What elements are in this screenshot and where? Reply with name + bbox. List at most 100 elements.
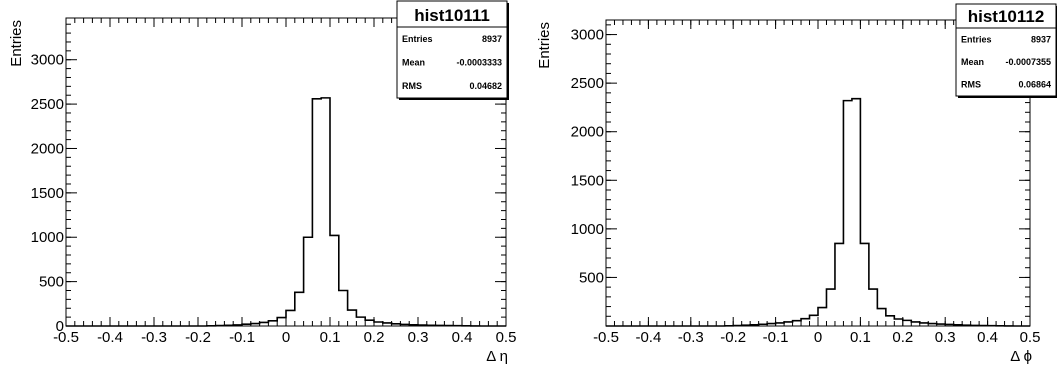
x-tick-label: -0.1	[763, 329, 789, 346]
stats-value: 8937	[1031, 34, 1051, 44]
y-axis-title: Entries	[8, 20, 25, 67]
stats-label: RMS	[961, 80, 981, 90]
histogram-bin	[920, 323, 928, 326]
histogram-bin	[400, 324, 409, 326]
x-tick-label: 0.5	[1020, 329, 1041, 346]
histogram-bin	[268, 321, 277, 326]
histogram-bin	[903, 320, 911, 326]
y-tick-label: 500	[579, 269, 604, 286]
histogram-chart-delta-phi: -0.5 -0.4 -0.3 -0.2 -0.1 0 0.1 0.2 0.3 0.4 0.5 500 1…	[536, 3, 1057, 365]
stats-box: hist10111 Entries 8937 Mean -0.0003333 RMS 0.0…	[396, 0, 509, 100]
histogram-bin	[818, 308, 826, 326]
x-tick-label: 0.2	[364, 329, 385, 346]
histogram-title: hist10112	[968, 7, 1045, 26]
x-tick-label: -0.3	[141, 329, 167, 346]
histogram-bin	[784, 322, 792, 326]
x-tick-label: 0.1	[320, 329, 341, 346]
stats-value: -0.0003333	[456, 58, 502, 68]
histogram-bin	[251, 324, 260, 326]
stats-label: Mean	[961, 57, 984, 67]
x-tick-label: -0.2	[720, 329, 746, 346]
x-tick-label: -0.1	[229, 329, 255, 346]
x-tick-label: 0	[814, 329, 822, 346]
histogram-bin	[945, 324, 953, 326]
histogram-bin	[233, 325, 242, 326]
histogram-bin	[392, 324, 401, 326]
x-tick-label: 0.2	[892, 329, 913, 346]
y-tick-label: 0	[56, 318, 64, 335]
histogram-bin	[954, 325, 962, 326]
x-tick-label: -0.3	[678, 329, 704, 346]
histogram-panel-delta-phi: -0.5 -0.4 -0.3 -0.2 -0.1 0 0.1 0.2 0.3 0.4 0.5 500 1…	[528, 0, 1057, 365]
histogram-bin	[877, 309, 885, 326]
histogram-bin	[277, 318, 286, 326]
histogram-bin	[826, 289, 834, 326]
stats-box-frame	[396, 0, 508, 99]
stats-label: RMS	[402, 81, 422, 91]
histogram-bin	[242, 324, 251, 326]
histogram-bin	[759, 324, 767, 326]
histogram-bin	[843, 101, 851, 326]
histogram-bin	[928, 324, 936, 326]
y-tick-label: 500	[39, 274, 64, 291]
stats-value: -0.0007355	[1005, 57, 1051, 67]
histogram-bin	[911, 322, 919, 326]
histogram-bin	[312, 99, 321, 326]
histogram-bin	[776, 323, 784, 326]
histogram-bin	[852, 99, 860, 326]
histogram-bin	[937, 324, 945, 326]
x-tick-label: 0.1	[850, 329, 871, 346]
histogram-bin	[304, 237, 313, 326]
histogram-bin	[835, 243, 843, 326]
histogram-bin	[409, 325, 418, 326]
histogram-bin	[286, 310, 295, 326]
y-tick-label: 1000	[31, 229, 64, 246]
stats-value: 0.04682	[469, 81, 502, 91]
histogram-bin	[365, 320, 374, 326]
y-tick-label: 2000	[571, 124, 604, 141]
histogram-bin	[810, 315, 818, 326]
x-tick-label: -0.5	[593, 329, 619, 346]
x-tick-label: -0.5	[53, 329, 79, 346]
y-tick-label: 2500	[571, 75, 604, 92]
y-tick-label: 3000	[31, 52, 64, 69]
y-tick-label: 3000	[571, 27, 604, 44]
histogram-bin	[436, 325, 445, 326]
histogram-bin	[860, 243, 868, 326]
histogram-bin	[962, 325, 970, 326]
histogram-bin	[793, 321, 801, 326]
x-tick-label: -0.2	[185, 329, 211, 346]
stats-box-frame	[955, 3, 1057, 97]
x-tick-label: 0.3	[408, 329, 429, 346]
histogram-bin	[348, 310, 357, 326]
x-axis-title: Δ ϕ	[1010, 348, 1032, 365]
x-tick-label: 0.3	[935, 329, 956, 346]
histogram-bin	[971, 325, 979, 326]
histogram-bin	[330, 235, 339, 326]
histogram-bin	[750, 325, 758, 326]
histogram-bin	[374, 322, 383, 326]
histogram-panel-delta-eta: -0.5 -0.4 -0.3 -0.2 -0.1 0 0.1 0.2 0.3 0.4 0.5 0 500…	[0, 0, 528, 365]
histogram-bin	[224, 325, 233, 326]
stats-label: Entries	[402, 34, 433, 44]
stats-value: 8937	[482, 34, 502, 44]
histogram-bin	[801, 319, 809, 326]
histogram-bin	[742, 325, 750, 326]
histogram-line	[606, 97, 1030, 327]
y-tick-label: 2000	[31, 140, 64, 157]
x-tick-label: -0.4	[97, 329, 123, 346]
x-tick-label: 0.4	[452, 329, 473, 346]
histogram-bin	[339, 290, 348, 326]
histogram-bin	[383, 323, 392, 326]
y-tick-label: 1500	[31, 185, 64, 202]
stats-value: 0.06864	[1018, 80, 1051, 90]
y-tick-label: 2500	[31, 96, 64, 113]
histogram-bin	[418, 325, 427, 326]
histogram-bin	[427, 325, 436, 326]
histogram-bin	[356, 317, 365, 326]
histogram-title: hist10111	[414, 6, 490, 25]
stats-box: hist10112 Entries 8937 Mean -0.0007355 RMS 0.0…	[955, 3, 1057, 98]
x-tick-label: 0.4	[977, 329, 998, 346]
histogram-bin	[886, 316, 894, 326]
x-tick-label: 0	[282, 329, 290, 346]
